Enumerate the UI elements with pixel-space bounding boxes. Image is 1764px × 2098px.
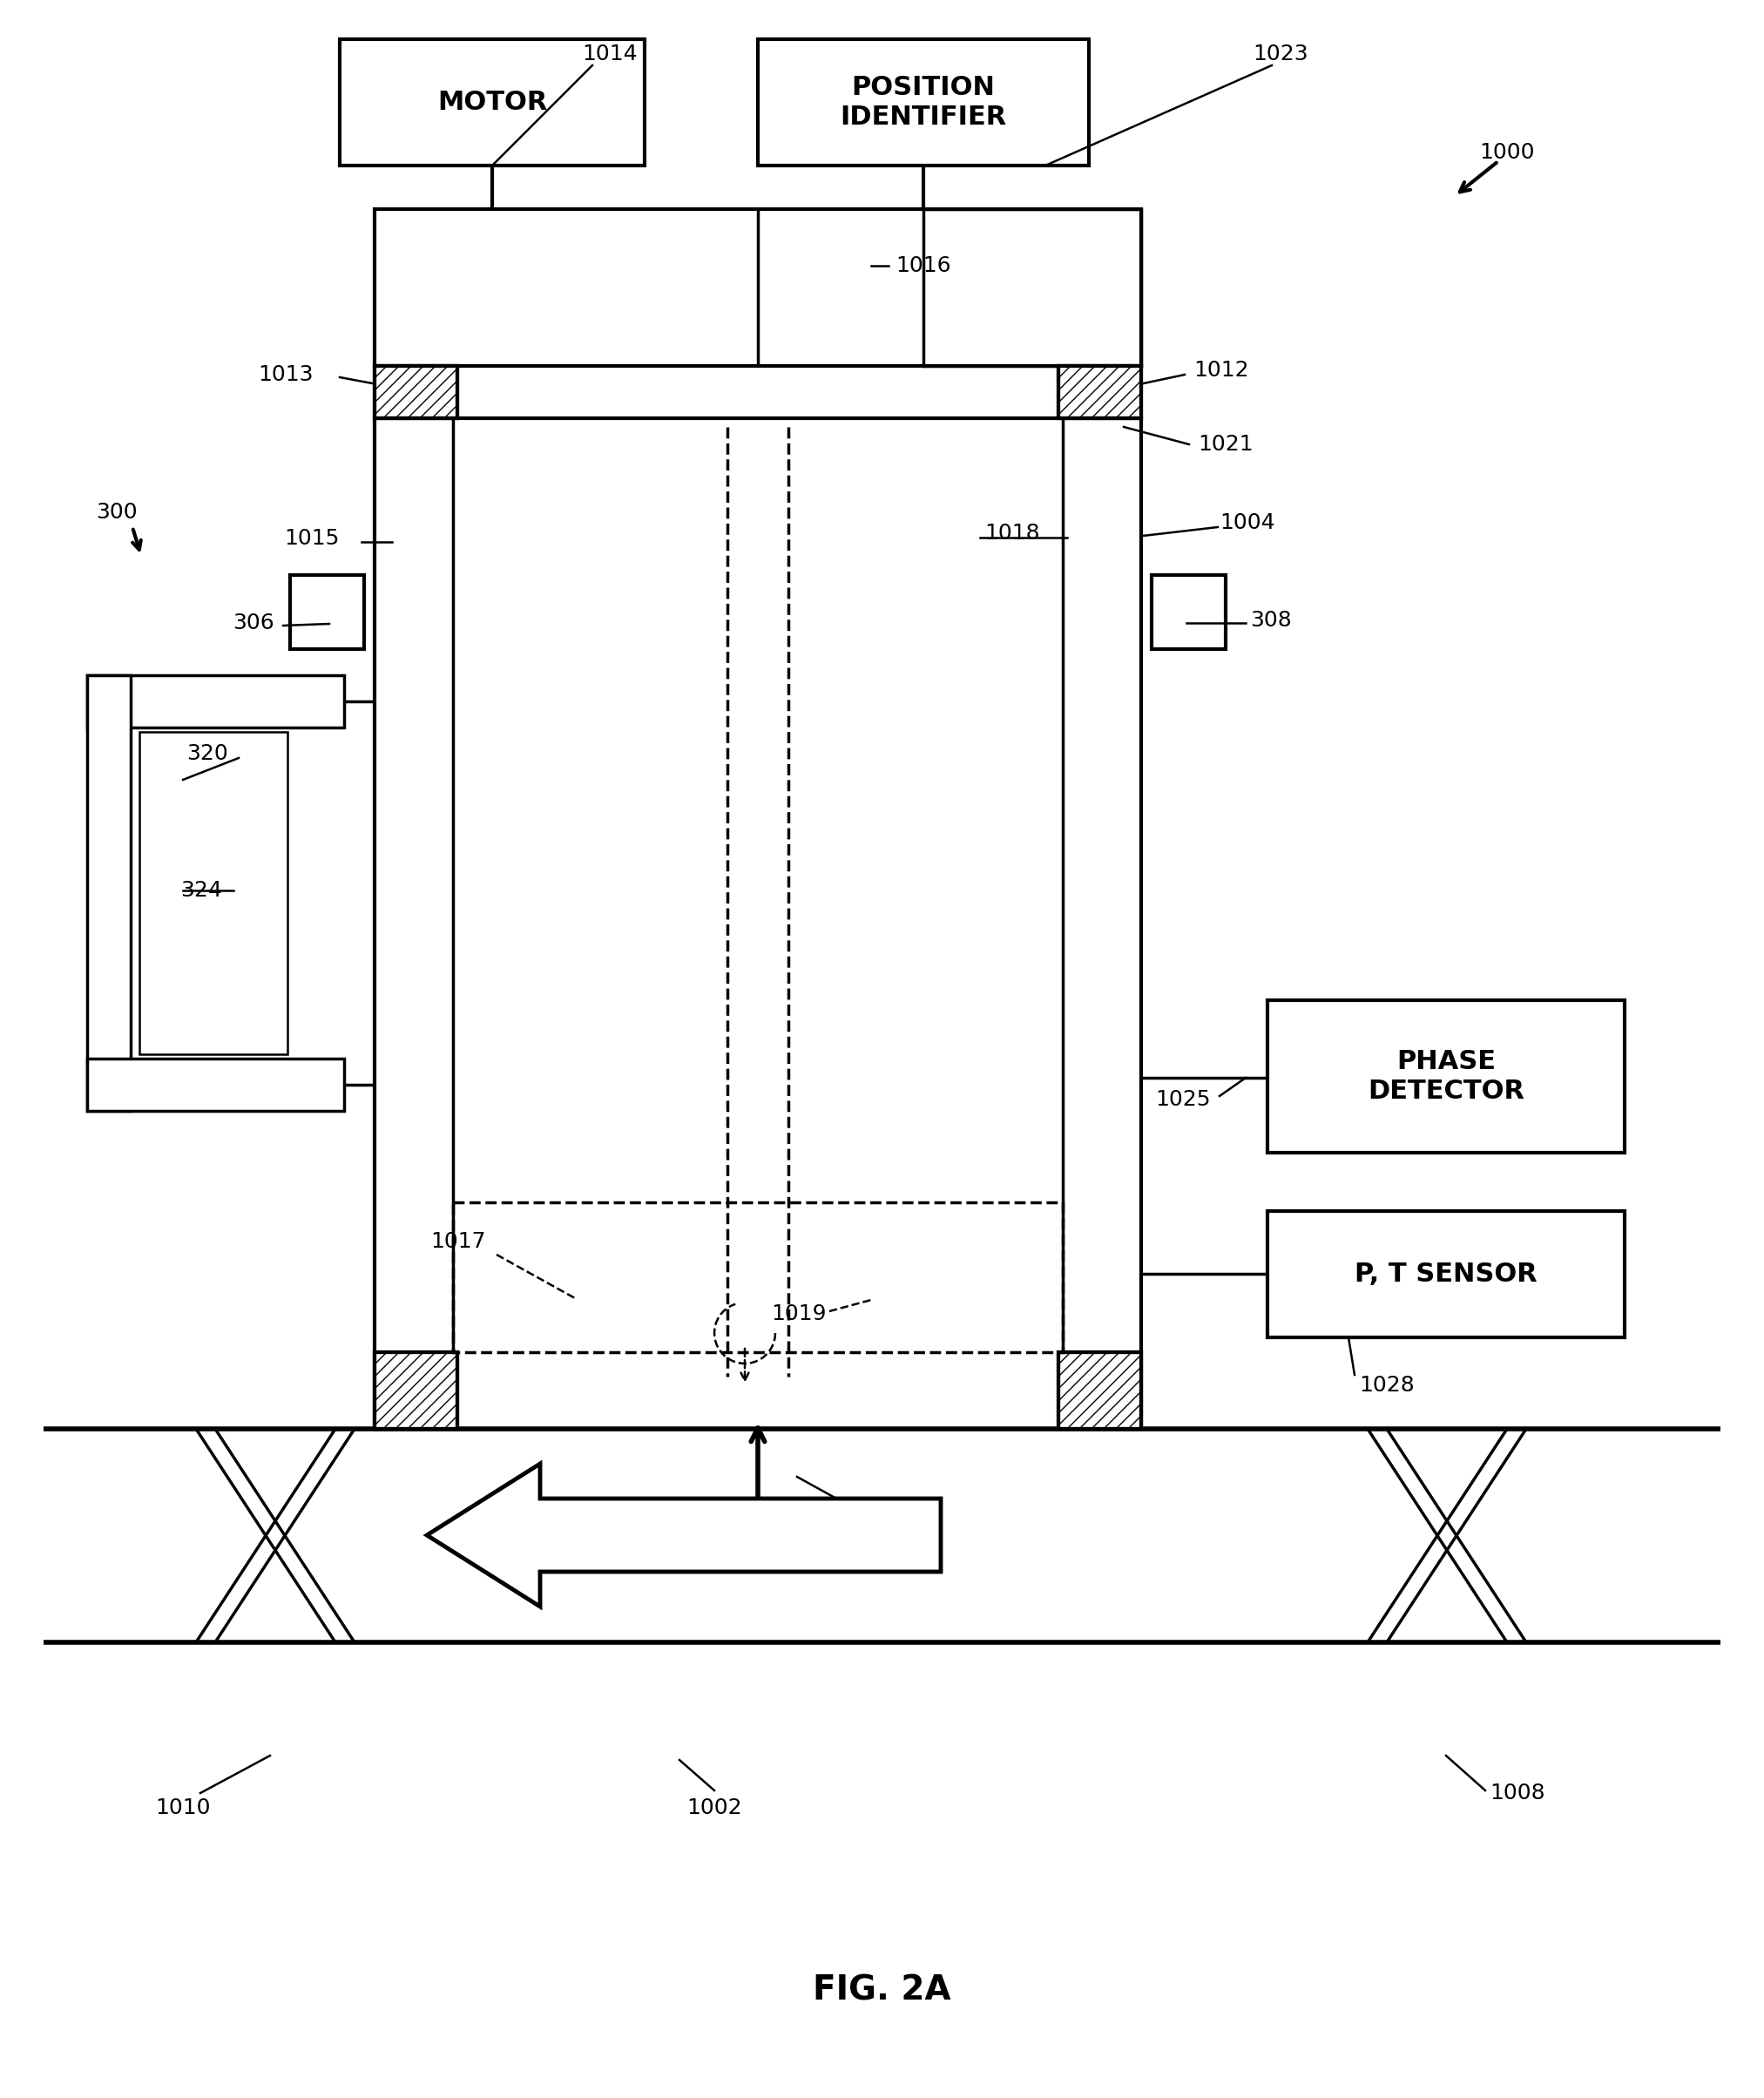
Text: 1004: 1004 [1219,512,1275,533]
Text: 1008: 1008 [1489,1783,1545,1804]
Text: 1021: 1021 [1198,434,1252,455]
Text: 320: 320 [187,743,228,764]
Polygon shape [427,1464,940,1607]
Text: FIG. 2A: FIG. 2A [813,1974,951,2008]
Text: P, T SENSOR: P, T SENSOR [1355,1261,1538,1286]
Text: 1025: 1025 [1155,1089,1210,1110]
Text: 1000: 1000 [1480,143,1535,164]
Bar [453,1202,1062,1353]
Text: 1006: 1006 [875,1504,931,1525]
Text: 1017: 1017 [430,1232,487,1253]
Text: 1016: 1016 [896,256,951,277]
Text: 1019: 1019 [771,1303,826,1324]
Text: MOTOR: MOTOR [437,90,547,115]
Bar [374,1353,457,1429]
Text: 1013: 1013 [258,365,314,386]
Bar [374,1353,457,1429]
Text: 308: 308 [1251,611,1291,631]
Text: POSITION
IDENTIFIER: POSITION IDENTIFIER [840,76,1007,130]
Bar [1268,1001,1625,1152]
Text: 1012: 1012 [1194,361,1249,380]
Bar [759,40,1088,166]
Bar [139,732,288,1053]
Bar [374,210,1141,365]
Text: 300: 300 [95,501,138,522]
Bar [86,676,131,1110]
Bar [374,418,1141,1429]
Text: 1018: 1018 [984,522,1039,543]
Text: 1002: 1002 [686,1798,743,1819]
Bar [340,40,644,166]
Bar [923,210,1141,365]
Bar [1058,1353,1141,1429]
Bar [374,365,457,418]
Bar [86,1059,344,1110]
Text: 324: 324 [180,879,222,900]
Bar [289,575,363,648]
Bar [374,365,457,418]
Bar [1058,365,1141,418]
Text: 1010: 1010 [155,1798,210,1819]
Text: 306: 306 [233,613,275,634]
Bar [1268,1211,1625,1336]
Text: 1014: 1014 [582,44,637,65]
Text: PHASE
DETECTOR: PHASE DETECTOR [1367,1049,1524,1104]
Bar [86,676,344,728]
Bar [1058,1353,1141,1429]
Text: 1023: 1023 [1252,44,1309,65]
Text: 1028: 1028 [1358,1374,1415,1395]
Text: 1015: 1015 [284,529,340,550]
Bar [1152,575,1226,648]
Bar [1058,365,1141,418]
